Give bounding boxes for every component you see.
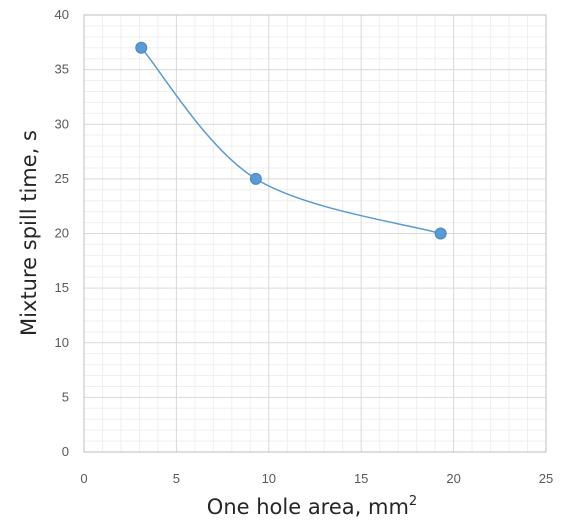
- y-tick-label: 25: [55, 171, 69, 186]
- y-tick-label: 30: [55, 116, 69, 131]
- x-tick-label: 15: [354, 471, 368, 486]
- y-tick-label: 20: [55, 226, 69, 241]
- x-tick-label: 25: [539, 471, 553, 486]
- x-axis-title-superscript: 2: [409, 494, 417, 509]
- data-point: [434, 227, 447, 240]
- x-axis-title-text: One hole area, mm: [207, 495, 409, 519]
- y-axis-title: Mixture spill time, s: [17, 130, 41, 336]
- y-tick-label: 5: [62, 389, 69, 404]
- y-tick-label: 10: [55, 335, 69, 350]
- y-tick-label: 40: [55, 7, 69, 22]
- y-tick-label: 15: [55, 280, 69, 295]
- y-tick-label: 0: [62, 444, 69, 459]
- y-axis-tick-labels: 0 5 10 15 20 25 30 35 40: [55, 7, 69, 459]
- x-tick-label: 0: [80, 471, 87, 486]
- x-tick-label: 5: [173, 471, 180, 486]
- series-points: [135, 41, 447, 240]
- data-point: [249, 172, 262, 185]
- x-tick-label: 10: [262, 471, 276, 486]
- x-axis-tick-labels: 0 5 10 15 20 25: [80, 471, 553, 486]
- x-axis-title: One hole area, mm2: [207, 494, 417, 519]
- major-grid: [83, 14, 547, 453]
- y-tick-label: 35: [55, 62, 69, 77]
- plot-area-border: [83, 14, 547, 453]
- series-line: [140, 47, 441, 235]
- x-tick-label: 20: [446, 471, 460, 486]
- data-point: [135, 41, 148, 54]
